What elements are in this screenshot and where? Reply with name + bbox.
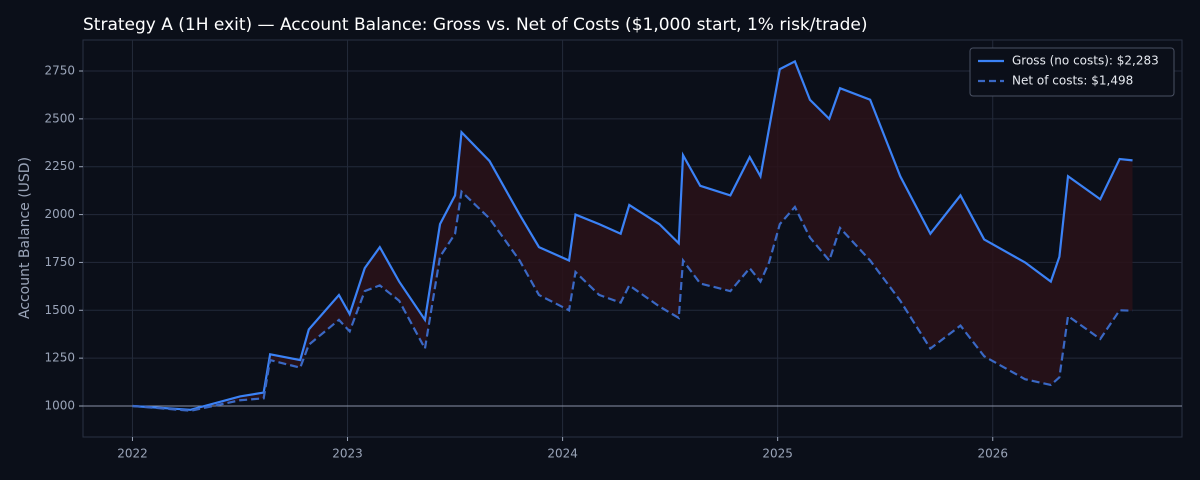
legend: Gross (no costs): $2,283 Net of costs: $1…	[969, 47, 1175, 97]
series-line	[132, 59, 1133, 411]
y-tick-label: 2750	[44, 64, 75, 78]
y-axis-label: Account Balance (USD)	[17, 157, 33, 319]
chart-title: Strategy A (1H exit) — Account Balance: …	[83, 15, 867, 35]
legend-box	[969, 47, 1175, 97]
y-tick-label: 2000	[44, 207, 75, 221]
fill-between	[132, 61, 1133, 411]
x-tick-label: 2024	[547, 447, 578, 461]
y-tick-label: 1000	[44, 398, 75, 412]
y-tick-label: 1500	[44, 303, 75, 317]
legend-label: Gross (no costs): $2,283	[1012, 54, 1159, 68]
y-tick-label: 2250	[44, 159, 75, 173]
x-tick-label: 2022	[117, 447, 148, 461]
y-tick-label: 1250	[44, 351, 75, 365]
x-tick-label: 2026	[977, 447, 1008, 461]
legend-label: Net of costs: $1,498	[1012, 74, 1133, 88]
x-tick-label: 2023	[332, 447, 363, 461]
y-tick-label: 1750	[44, 255, 75, 269]
series-line	[132, 189, 1133, 412]
x-tick-label: 2025	[762, 447, 793, 461]
y-tick-label: 2500	[44, 111, 75, 125]
